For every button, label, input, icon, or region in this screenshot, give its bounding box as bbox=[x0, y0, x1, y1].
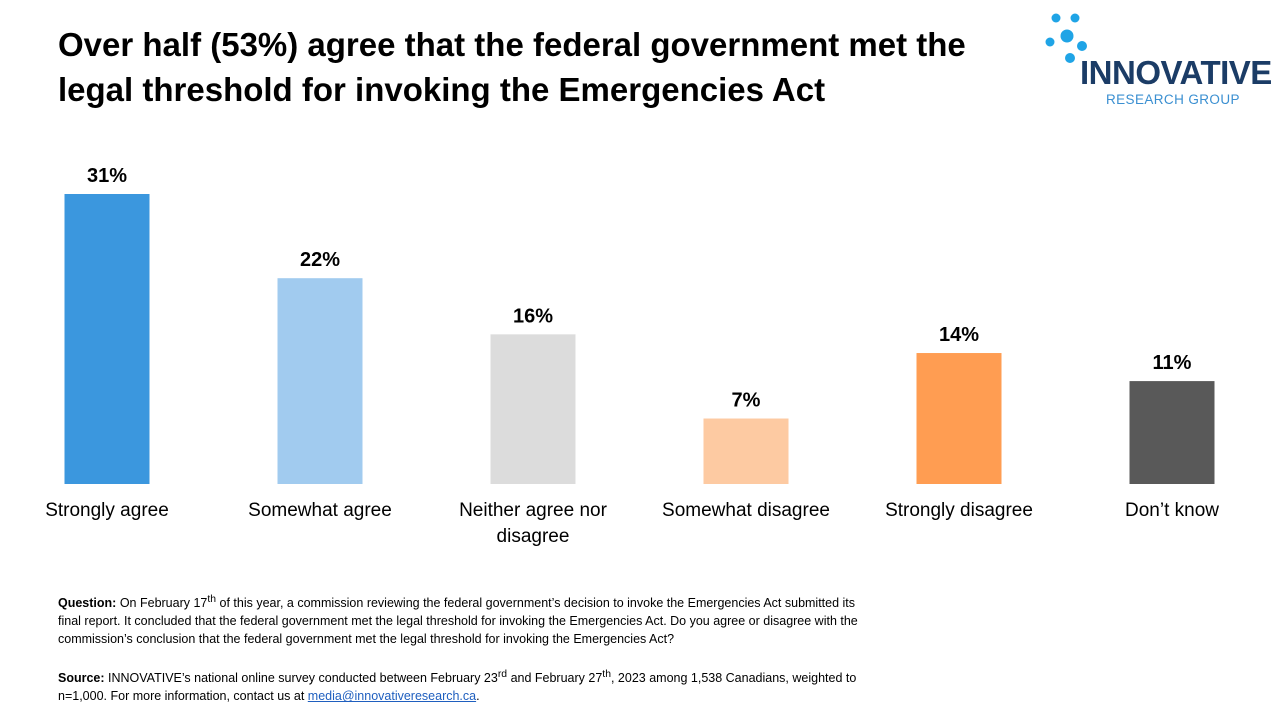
category-label: Somewhat agree bbox=[248, 500, 392, 521]
company-logo: INNOVATIVE RESEARCH GROUP bbox=[1040, 10, 1275, 107]
source-text-part: and February 27 bbox=[507, 671, 603, 686]
question-superscript: th bbox=[207, 594, 217, 605]
bar-0 bbox=[64, 194, 150, 484]
bar-chart: 31% 22% 16% 7% 14% 11% Strongly agree Somewhat… bbox=[45, 165, 1219, 547]
source-text-part: , 2023 among 1,538 Canadians, weighted t… bbox=[58, 671, 857, 704]
bar-3 bbox=[703, 418, 789, 484]
contact-email-link[interactable]: media@innovativeresearch.ca bbox=[307, 689, 477, 704]
source-text-part: . bbox=[476, 689, 480, 704]
source-label: Source: bbox=[58, 671, 105, 686]
source-text-part: INNOVATIVE’s national online survey cond… bbox=[104, 671, 498, 686]
category-label: Somewhat disagree bbox=[662, 500, 830, 521]
footnotes: Question: On February 17th of this year,… bbox=[58, 591, 868, 705]
bar-value-label: 22% bbox=[300, 249, 340, 271]
source-superscript: th bbox=[602, 669, 611, 681]
bar-2 bbox=[490, 334, 576, 484]
bar-value-label: 14% bbox=[939, 324, 979, 346]
bar-1 bbox=[277, 278, 363, 484]
category-label: Neither agree nor disagree bbox=[459, 500, 607, 547]
logo-subtitle: RESEARCH GROUP bbox=[1106, 92, 1240, 107]
bar-chart-svg: 31% 22% 16% 7% 14% 11% bbox=[64, 165, 1215, 484]
page-title: Over half (53%) agree that the federal g… bbox=[58, 26, 966, 108]
source-superscript: rd bbox=[497, 669, 508, 681]
bar-5 bbox=[1129, 381, 1215, 484]
bar-value-label: 31% bbox=[87, 165, 127, 187]
bar-value-label: 16% bbox=[513, 305, 553, 327]
bar-value-label: 11% bbox=[1153, 352, 1192, 374]
question-text-part: On February 17 bbox=[119, 596, 208, 611]
question-text-part: of this year, a commission reviewing the… bbox=[58, 596, 858, 647]
category-label: Don’t know bbox=[1125, 500, 1219, 521]
bar-4 bbox=[916, 353, 1002, 484]
source-note: Source: INNOVATIVE’s national online sur… bbox=[58, 666, 868, 705]
category-label: Strongly agree bbox=[45, 500, 169, 521]
logo-dots-icon bbox=[1045, 13, 1087, 63]
category-label: Strongly disagree bbox=[885, 500, 1033, 521]
question-label: Question: bbox=[58, 596, 117, 611]
question-note: Question: On February 17th of this year,… bbox=[58, 591, 868, 648]
logo-name: INNOVATIVE bbox=[1080, 54, 1272, 91]
bar-value-label: 7% bbox=[732, 390, 761, 412]
